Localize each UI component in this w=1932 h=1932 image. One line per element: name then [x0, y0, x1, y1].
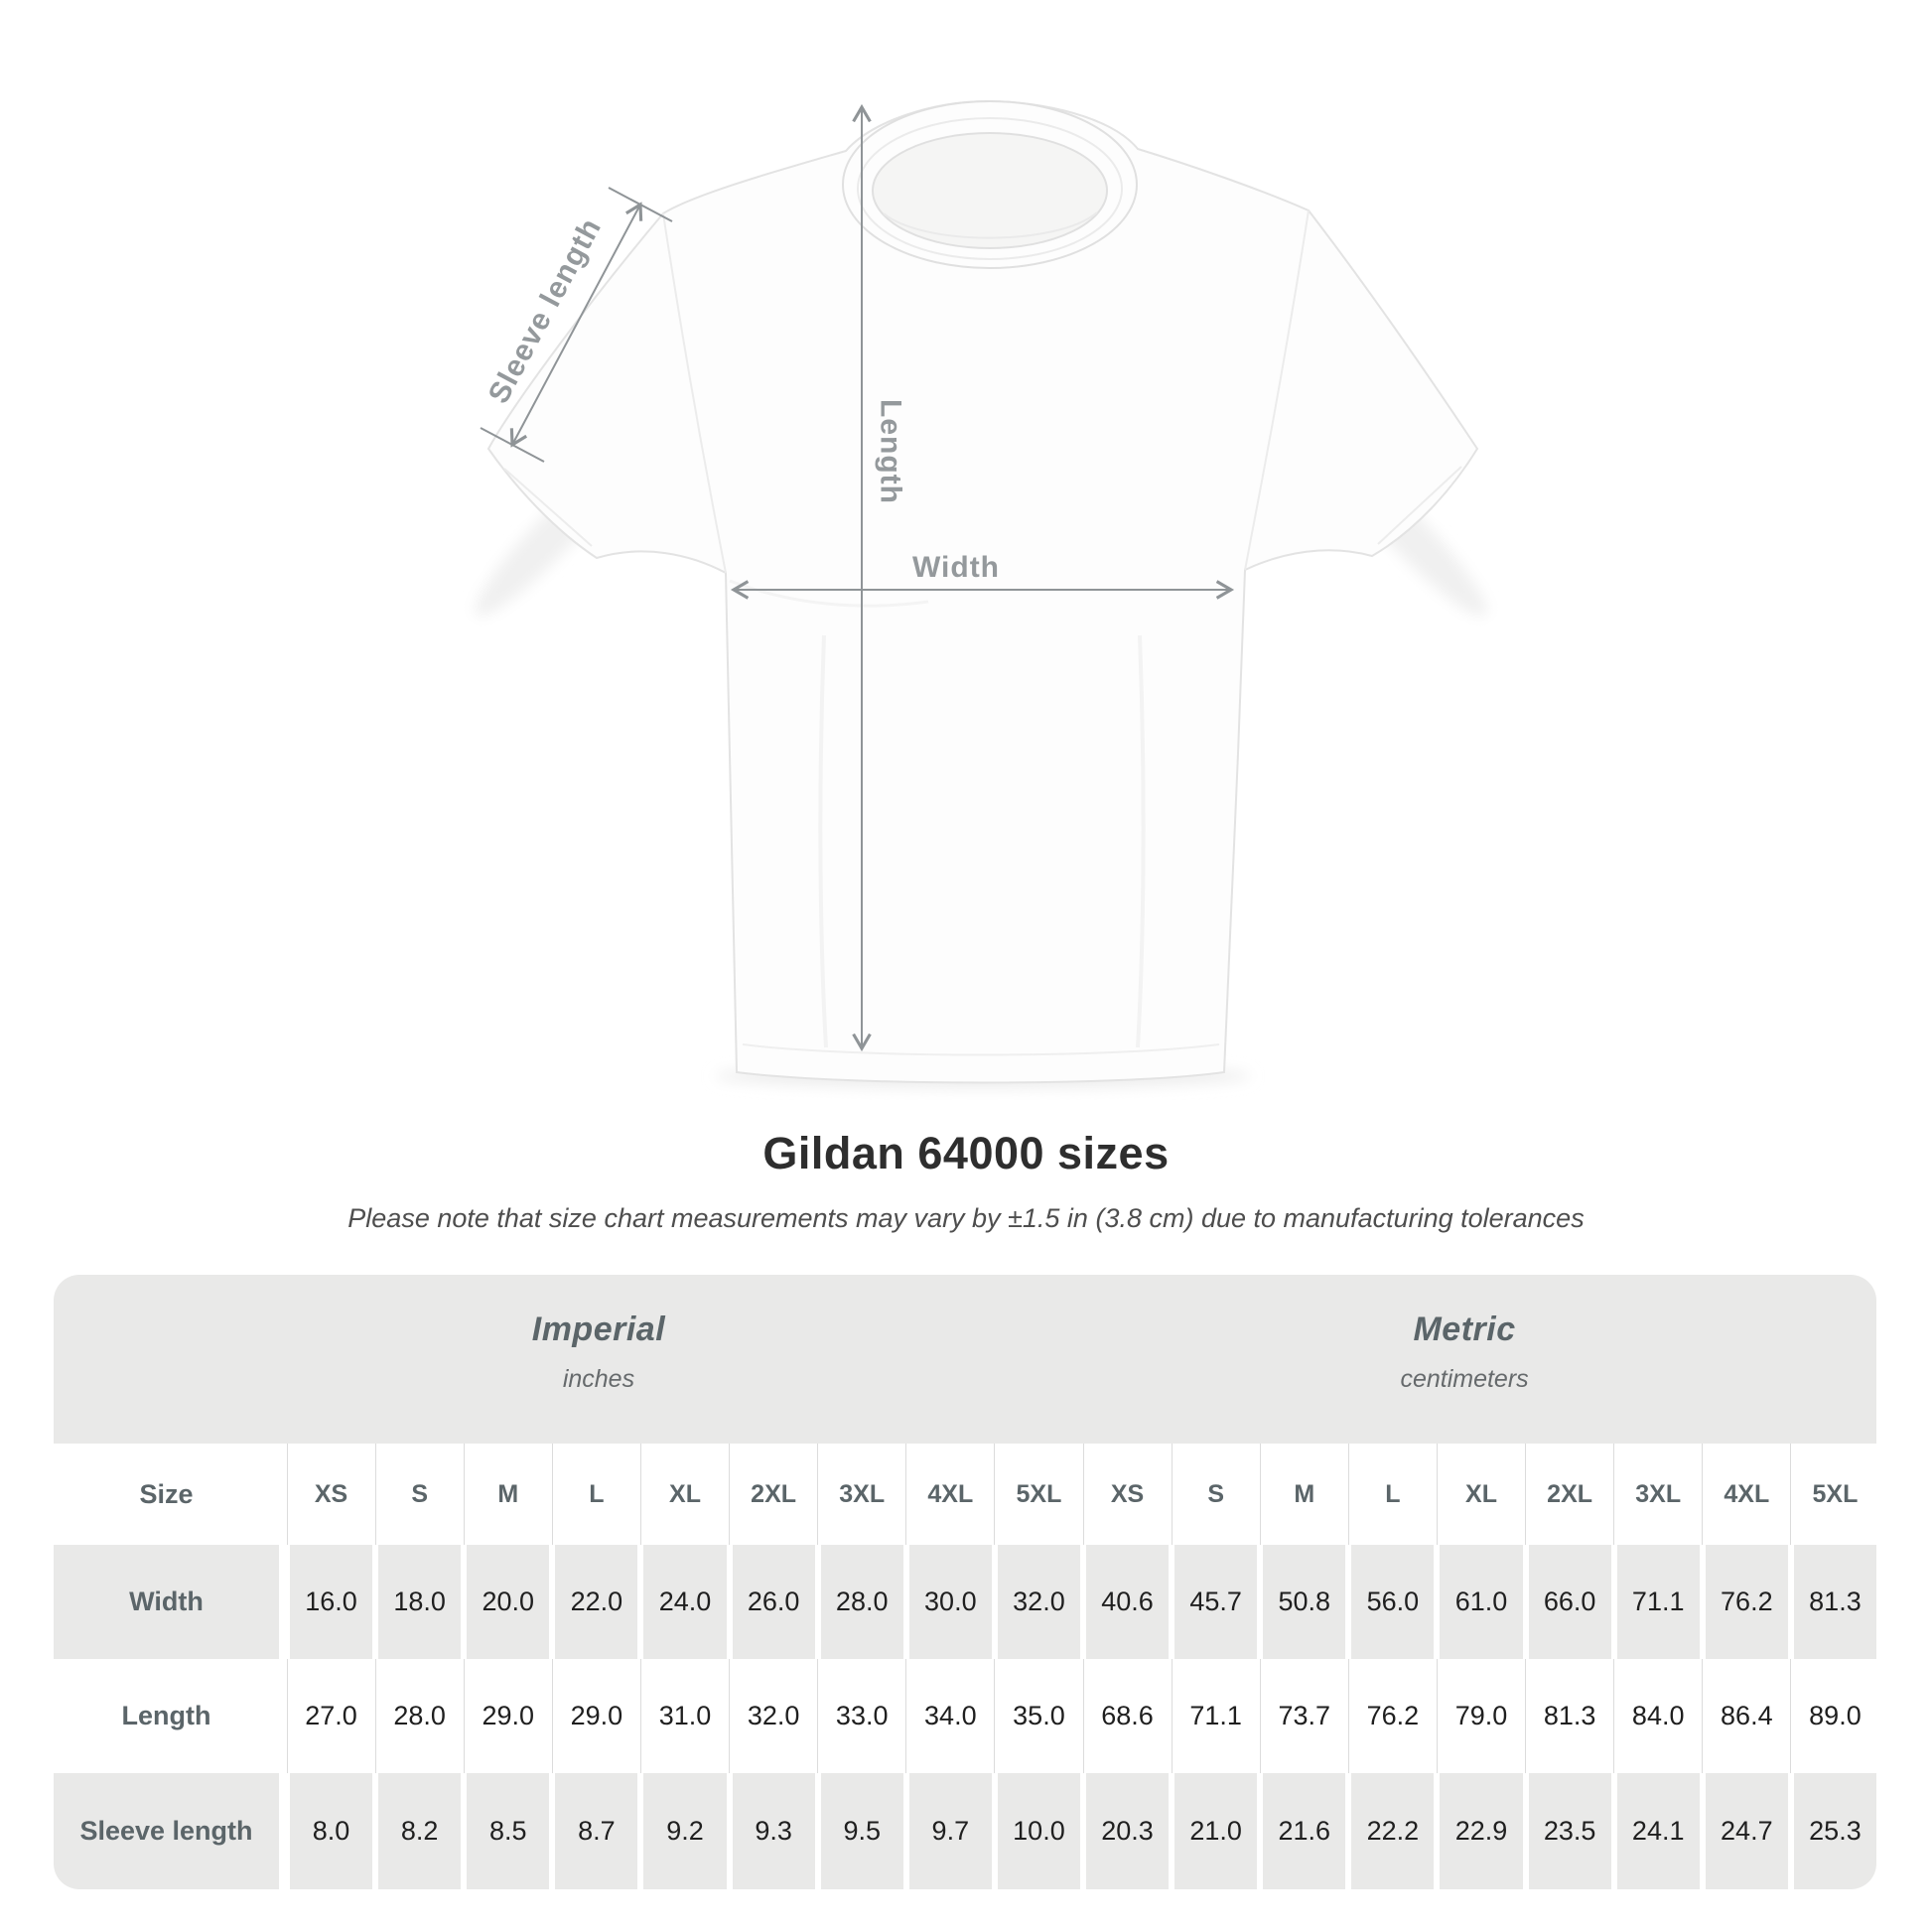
width-metric-value: 50.8 [1263, 1545, 1346, 1659]
width-imperial-value: 28.0 [820, 1545, 903, 1659]
imperial-size-col-3xl: 3XL [817, 1444, 903, 1545]
sleeve-length-imperial-value: 9.2 [643, 1773, 727, 1889]
imperial-size-col-m: M [463, 1444, 549, 1545]
imperial-size-col-s: S [374, 1444, 461, 1545]
sleeve-length-metric-value: 21.6 [1263, 1773, 1346, 1889]
sleeve-length-metric-value: 25.3 [1793, 1773, 1876, 1889]
metric-size-col-s: S [1171, 1444, 1257, 1545]
imperial-size-col-l: L [551, 1444, 637, 1545]
sleeve-length-metric-value: 24.1 [1616, 1773, 1700, 1889]
width-metric-value: 56.0 [1351, 1545, 1435, 1659]
imperial-group-header: Imperial inches [532, 1311, 665, 1394]
length-metric-value: 84.0 [1613, 1659, 1700, 1773]
imperial-group-unit: inches [562, 1365, 635, 1393]
metric-size-col-4xl: 4XL [1702, 1444, 1788, 1545]
measurement-row-width: Width 16.0 18.0 20.0 22.0 24.0 26.0 28.0 30.0 32.… [54, 1545, 1876, 1659]
length-metric-value: 81.3 [1525, 1659, 1611, 1773]
width-metric-value: 81.3 [1793, 1545, 1876, 1659]
measurement-row-sleeve-length: Sleeve length 8.0 8.2 8.5 8.7 9.2 9.3 9.5 9.7 10.… [54, 1773, 1876, 1889]
width-imperial-value: 32.0 [997, 1545, 1080, 1659]
sleeve-length-arrow [509, 202, 643, 448]
sleeve-length-metric-value: 24.7 [1705, 1773, 1788, 1889]
width-metric-value: 66.0 [1528, 1545, 1611, 1659]
sleeve-length-imperial-value: 9.3 [732, 1773, 815, 1889]
width-label: Width [912, 551, 1000, 584]
measurement-annotations [480, 103, 1235, 1052]
metric-group-header: Metric centimeters [1400, 1311, 1528, 1394]
unit-group-header: Imperial inches Metric centimeters [54, 1275, 1876, 1444]
sleeve-length-metric-value: 22.9 [1440, 1773, 1523, 1889]
length-imperial-value: 34.0 [905, 1659, 992, 1773]
sleeve-length-metric-value: 20.3 [1086, 1773, 1170, 1889]
length-metric-value: 71.1 [1171, 1659, 1257, 1773]
size-table: Imperial inches Metric centimeters Size X… [54, 1275, 1876, 1889]
length-imperial-value: 28.0 [374, 1659, 461, 1773]
length-imperial-value: 29.0 [551, 1659, 637, 1773]
length-imperial-value: 33.0 [817, 1659, 903, 1773]
width-metric-value: 45.7 [1174, 1545, 1258, 1659]
metric-group-title: Metric [1413, 1311, 1516, 1348]
metric-size-col-3xl: 3XL [1613, 1444, 1700, 1545]
width-metric-value: 71.1 [1616, 1545, 1700, 1659]
width-imperial-value: 22.0 [555, 1545, 638, 1659]
width-imperial-value: 16.0 [290, 1545, 373, 1659]
length-metric-value: 73.7 [1259, 1659, 1345, 1773]
page-title: Gildan 64000 sizes [762, 1128, 1170, 1178]
tshirt-illustration: Width Length Sleeve length [475, 99, 1487, 1088]
sleeve-length-imperial-value: 8.7 [555, 1773, 638, 1889]
sleeve-length-metric-value: 21.0 [1174, 1773, 1258, 1889]
sleeve-length-imperial-value: 9.5 [820, 1773, 903, 1889]
metric-size-col-xl: XL [1436, 1444, 1522, 1545]
length-imperial-value: 35.0 [994, 1659, 1080, 1773]
imperial-size-col-2xl: 2XL [729, 1444, 815, 1545]
imperial-size-col-xs: XS [286, 1444, 372, 1545]
sleeve-length-metric-value: 23.5 [1528, 1773, 1611, 1889]
length-imperial-value: 32.0 [729, 1659, 815, 1773]
page-subtitle: Please note that size chart measurements… [347, 1203, 1585, 1233]
length-metric-value: 79.0 [1436, 1659, 1522, 1773]
sleeve-length-imperial-value: 8.5 [467, 1773, 550, 1889]
metric-size-col-xs: XS [1082, 1444, 1169, 1545]
width-imperial-value: 18.0 [378, 1545, 462, 1659]
metric-size-col-m: M [1259, 1444, 1345, 1545]
sleeve-length-imperial-value: 10.0 [997, 1773, 1080, 1889]
row-label-length: Length [121, 1701, 211, 1730]
width-metric-value: 61.0 [1440, 1545, 1523, 1659]
width-metric-value: 76.2 [1705, 1545, 1788, 1659]
length-metric-value: 86.4 [1702, 1659, 1788, 1773]
metric-size-col-5xl: 5XL [1790, 1444, 1876, 1545]
size-header-row: Size XS S M L XL 2XL 3XL 4XL 5XL XS S M L XL 2XL 3XL 4XL 5… [54, 1444, 1876, 1545]
metric-size-col-l: L [1347, 1444, 1434, 1545]
length-metric-value: 76.2 [1347, 1659, 1434, 1773]
width-imperial-value: 30.0 [908, 1545, 992, 1659]
width-imperial-value: 24.0 [643, 1545, 727, 1659]
imperial-group-title: Imperial [531, 1311, 666, 1348]
width-imperial-value: 20.0 [467, 1545, 550, 1659]
metric-group-unit: centimeters [1400, 1365, 1529, 1393]
length-metric-value: 89.0 [1790, 1659, 1876, 1773]
length-imperial-value: 31.0 [639, 1659, 726, 1773]
shirt-collar [842, 100, 1138, 269]
tshirt-diagram: Width Length Sleeve length [475, 99, 1487, 1088]
width-imperial-value: 26.0 [732, 1545, 815, 1659]
sleeve-length-imperial-value: 9.7 [908, 1773, 992, 1889]
size-header-cell: Size [139, 1478, 194, 1509]
row-label-sleeve-length: Sleeve length [54, 1773, 279, 1889]
imperial-size-col-5xl: 5XL [994, 1444, 1080, 1545]
width-metric-value: 40.6 [1086, 1545, 1170, 1659]
length-metric-value: 68.6 [1082, 1659, 1169, 1773]
size-table-rows: Size XS S M L XL 2XL 3XL 4XL 5XL XS S M L XL 2XL 3XL 4XL 5… [54, 1444, 1876, 1889]
sleeve-length-imperial-value: 8.2 [378, 1773, 462, 1889]
metric-size-col-2xl: 2XL [1525, 1444, 1611, 1545]
measurement-row-length: Length 27.0 28.0 29.0 29.0 31.0 32.0 33.0 34.0 35… [54, 1659, 1876, 1773]
sleeve-length-imperial-value: 8.0 [290, 1773, 373, 1889]
imperial-size-col-xl: XL [639, 1444, 726, 1545]
length-imperial-value: 29.0 [463, 1659, 549, 1773]
length-imperial-value: 27.0 [286, 1659, 372, 1773]
imperial-size-col-4xl: 4XL [905, 1444, 992, 1545]
sleeve-length-metric-value: 22.2 [1351, 1773, 1435, 1889]
length-label: Length [875, 399, 907, 504]
row-label-width: Width [54, 1545, 279, 1659]
